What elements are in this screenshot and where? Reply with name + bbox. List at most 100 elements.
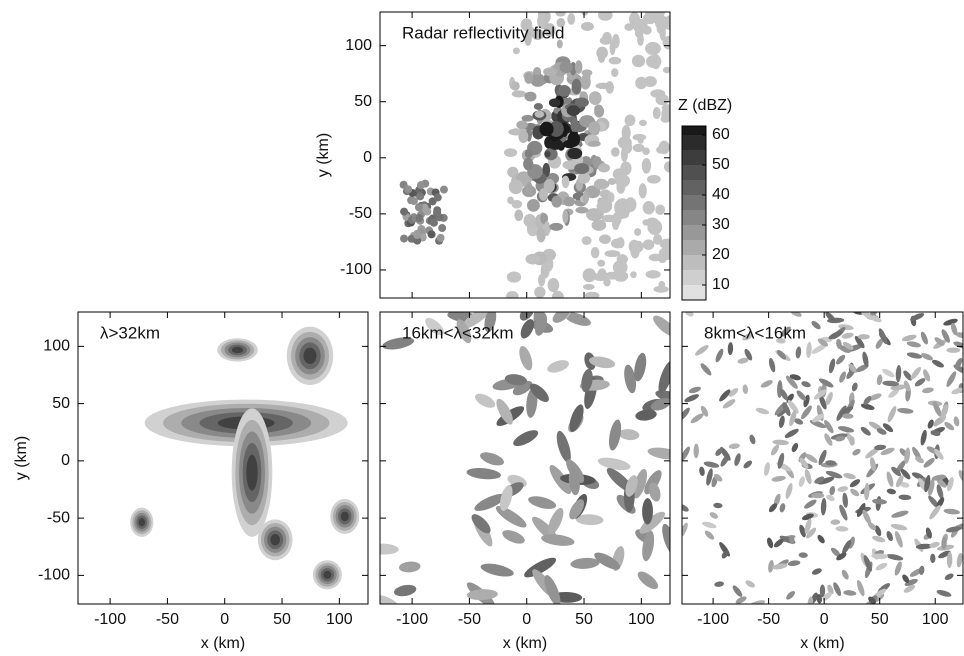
echo <box>630 271 637 279</box>
contour-band <box>902 574 910 583</box>
echo <box>548 98 561 108</box>
y-tick-label: -100 <box>38 567 70 584</box>
echo <box>597 198 613 214</box>
contour-band <box>484 312 497 333</box>
echo <box>523 213 536 228</box>
echo <box>527 199 540 212</box>
contour-band <box>764 462 770 476</box>
contour-band <box>894 530 903 548</box>
echo <box>548 138 563 150</box>
contour-band <box>706 468 713 486</box>
contour-band <box>790 312 802 317</box>
contour-band <box>735 596 747 604</box>
contour-band <box>787 399 799 414</box>
contour-band <box>549 465 572 495</box>
x-tick-label: 50 <box>273 611 291 628</box>
contour-band <box>829 485 836 496</box>
x-tick-label: 100 <box>922 611 949 628</box>
echo <box>563 196 575 207</box>
contour-band <box>848 363 858 373</box>
contour-band <box>564 312 591 326</box>
contour-band <box>799 457 809 469</box>
contour-band <box>874 444 887 451</box>
contour-band <box>466 589 498 601</box>
colorbar-band <box>682 270 706 285</box>
contour-band <box>495 506 527 528</box>
panel-title: Radar reflectivity field <box>402 23 565 42</box>
contour-band <box>693 443 699 459</box>
echo <box>571 78 582 95</box>
echo <box>556 17 566 28</box>
contour-band <box>882 423 894 433</box>
panel-frame <box>379 11 671 299</box>
contour-band <box>915 543 933 550</box>
echo <box>416 181 425 190</box>
echo <box>655 204 666 215</box>
echo <box>642 239 655 250</box>
panel-frame <box>379 311 671 605</box>
contour-band <box>874 525 882 537</box>
contour-band <box>944 573 954 581</box>
echo <box>597 12 613 21</box>
echo <box>534 286 546 298</box>
echo <box>503 148 518 157</box>
contour-band <box>857 334 870 340</box>
contour-band <box>634 352 647 382</box>
x-tick-label: -100 <box>94 611 126 628</box>
echo <box>574 163 590 175</box>
contour-band <box>728 388 739 397</box>
echo <box>567 147 583 160</box>
contour-band <box>714 581 724 587</box>
x-tick-label: -50 <box>757 611 780 628</box>
contour-band <box>704 530 715 540</box>
echo <box>438 224 447 233</box>
contour-band <box>719 389 731 402</box>
contour-band <box>922 387 934 394</box>
contour-band <box>534 312 548 336</box>
x-tick-label: 0 <box>220 611 229 628</box>
echo <box>530 73 546 87</box>
contour-band <box>658 360 670 394</box>
contour-band <box>956 552 963 568</box>
echo <box>651 54 661 70</box>
contour-band <box>801 405 812 420</box>
colorbar-band <box>682 225 706 240</box>
contour-band <box>929 505 941 520</box>
contour-band <box>906 341 921 348</box>
y-tick-label: 100 <box>345 37 372 54</box>
echo <box>514 209 524 222</box>
contour-band <box>953 341 963 349</box>
contour-band <box>841 569 849 580</box>
contour-band <box>745 580 755 588</box>
contour-band <box>785 483 793 499</box>
contour-band <box>138 518 146 527</box>
contour-band <box>323 570 332 579</box>
echo <box>512 47 520 55</box>
contour-band <box>932 359 944 368</box>
contour-band <box>941 329 950 343</box>
echo <box>581 69 593 77</box>
contour-band <box>499 485 513 512</box>
echo <box>628 239 640 254</box>
echo <box>624 114 636 127</box>
contour-band <box>910 313 925 321</box>
x-tick-label: 0 <box>820 611 829 628</box>
contour-band <box>480 563 514 577</box>
echo <box>549 222 564 231</box>
echo <box>597 259 606 267</box>
echo <box>653 234 663 245</box>
echo <box>637 33 644 46</box>
contour-band <box>547 360 569 373</box>
contour-band <box>925 527 932 539</box>
echo <box>641 157 652 174</box>
contour-band <box>471 514 491 534</box>
contour-band <box>938 550 951 559</box>
contour-band <box>819 584 826 598</box>
echo <box>582 190 590 204</box>
contour-band <box>721 550 729 559</box>
echo <box>593 178 609 190</box>
echo <box>556 39 563 49</box>
contour-band <box>474 493 506 511</box>
contour-band <box>864 483 870 501</box>
contour-band <box>804 469 812 485</box>
